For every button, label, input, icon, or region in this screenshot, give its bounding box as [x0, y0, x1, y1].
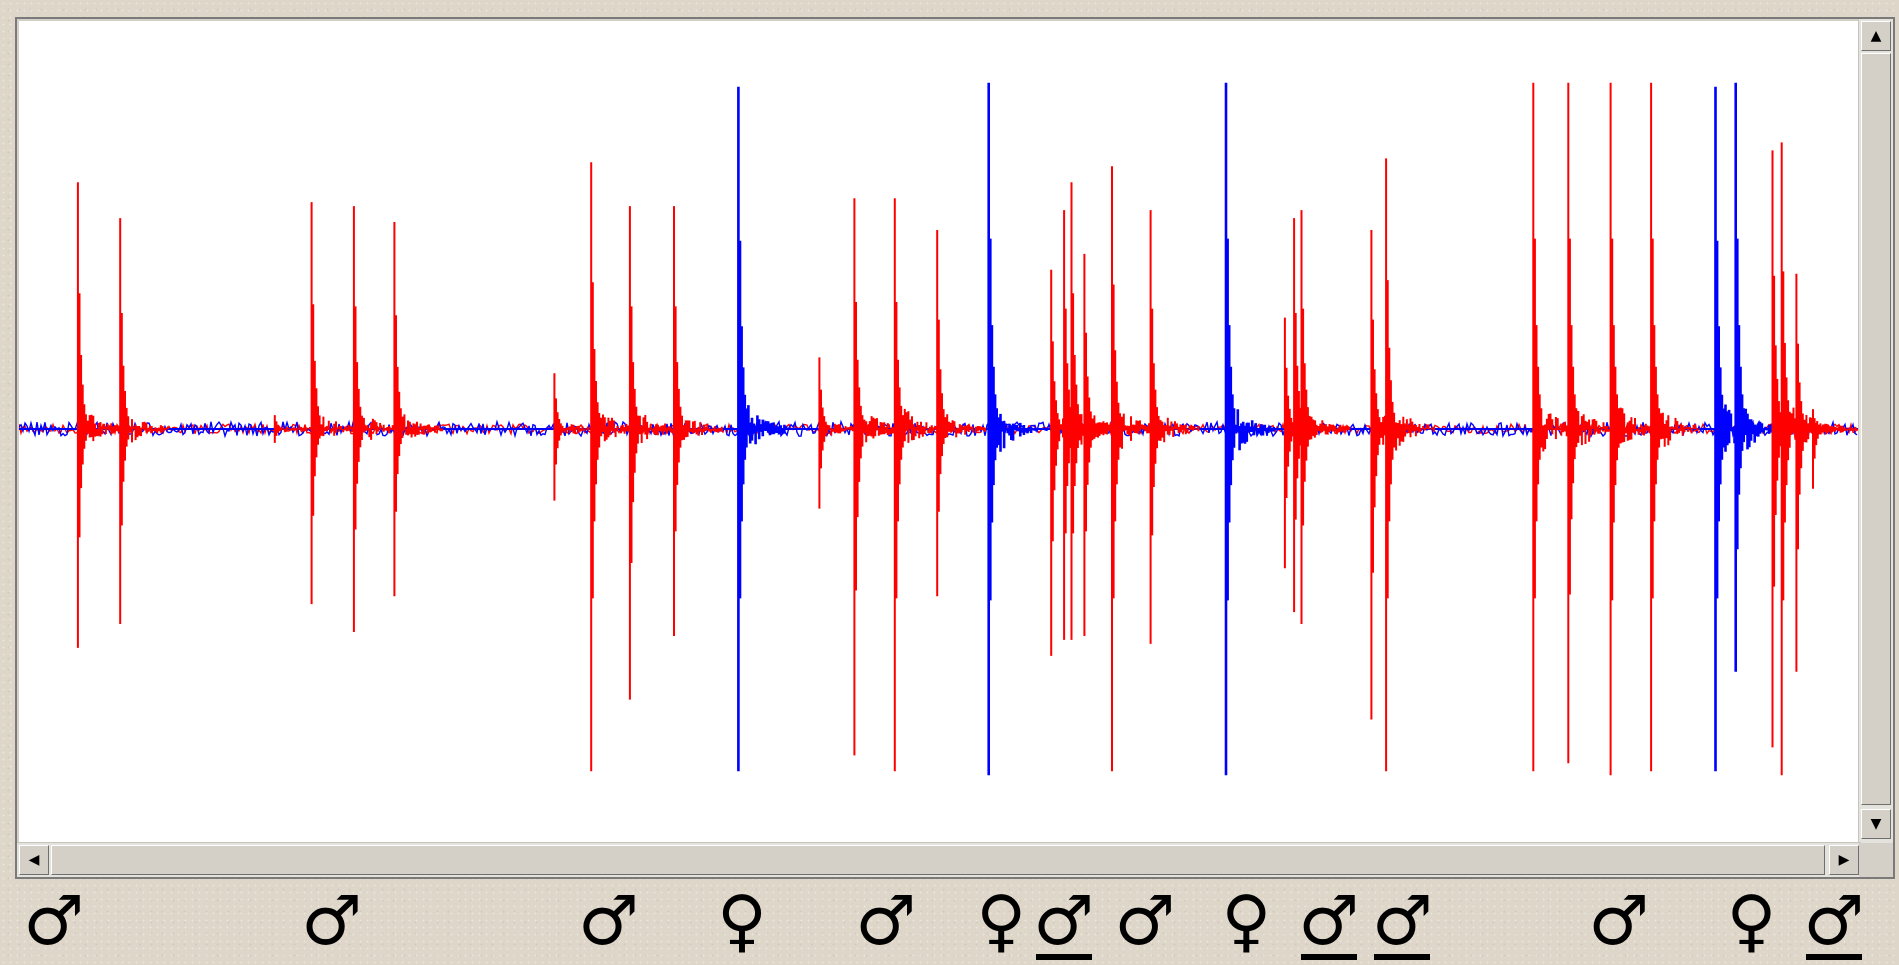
symbol-glyph: ♀	[976, 882, 1027, 961]
oscillogram-svg	[18, 82, 1862, 776]
scroll-left-button[interactable]: ◀	[19, 845, 49, 875]
arrow-down-icon: ▼	[1870, 816, 1882, 832]
symbol-underline	[1805, 954, 1862, 960]
male-symbol-icon: ♂	[851, 882, 921, 962]
pulse-male	[1385, 158, 1435, 772]
arrow-left-icon: ◀	[28, 852, 40, 868]
waveform-plot[interactable]	[18, 21, 1862, 843]
symbol-glyph: ♂	[1371, 882, 1433, 961]
pulse-male	[1650, 82, 1700, 772]
pulse-spike	[673, 206, 723, 636]
symbol-underline	[1035, 954, 1092, 960]
symbol-underline	[1374, 954, 1431, 960]
pulse-spike	[393, 222, 444, 597]
pulse-female	[1224, 82, 1276, 776]
vertical-scrollbar[interactable]: ▲ ▼	[1858, 19, 1893, 843]
pulse-spike	[1780, 142, 1831, 776]
female-symbol-icon: ♀	[966, 882, 1036, 962]
symbol-glyph: ♂	[1588, 882, 1650, 961]
symbol-glyph: ♂	[301, 882, 363, 961]
male-symbol-icon: ♂	[1799, 882, 1869, 962]
arrow-right-icon: ▶	[1838, 852, 1850, 868]
pulse-spike	[1795, 273, 1846, 672]
pulse-male	[119, 218, 169, 624]
pulse-male	[1083, 253, 1134, 636]
sex-symbol-row: ♂ ♂ ♂ ♀ ♂ ♀ ♂ ♂ ♀ ♂ ♂ ♂ ♀ ♂	[0, 882, 1899, 965]
symbol-glyph: ♀	[1726, 882, 1777, 961]
female-symbol-icon: ♀	[1211, 882, 1281, 962]
scroll-right-button[interactable]: ▶	[1829, 845, 1859, 875]
scroll-down-button[interactable]: ▼	[1861, 809, 1891, 839]
pulse-spike	[737, 86, 788, 772]
waveform-viewer: ▲ ▼ ◀ ▶	[15, 17, 1895, 879]
pulse-male	[393, 222, 444, 597]
symbol-glyph: ♂	[1114, 882, 1176, 961]
symbol-glyph: ♀	[717, 882, 767, 961]
pulse-male	[1300, 210, 1351, 624]
vertical-scroll-thumb[interactable]	[1861, 53, 1891, 805]
horizontal-scrollbar[interactable]: ◀ ▶	[17, 842, 1861, 877]
arrow-up-icon: ▲	[1870, 28, 1882, 44]
pulse-female	[987, 82, 1038, 776]
pulse-spike	[1650, 82, 1700, 772]
horizontal-scroll-thumb[interactable]	[51, 845, 1825, 875]
symbol-glyph: ♀	[1221, 882, 1272, 961]
male-symbol-icon: ♂	[297, 882, 367, 962]
scrollbar-corner	[1859, 843, 1893, 877]
scroll-up-button[interactable]: ▲	[1861, 21, 1891, 51]
pulse-male	[1370, 230, 1421, 720]
pulse-male	[310, 202, 361, 605]
pulse-spike	[310, 202, 361, 605]
pulse-spike	[628, 206, 679, 700]
female-symbol-icon: ♀	[707, 882, 777, 962]
pulse-spike	[1812, 409, 1862, 489]
male-symbol-icon: ♂	[1029, 882, 1099, 962]
symbol-underline	[1300, 954, 1357, 960]
symbol-glyph: ♂	[1803, 882, 1865, 961]
pulse-spike	[987, 82, 1038, 776]
pulse-male	[673, 206, 723, 636]
pulse-male	[1567, 82, 1618, 764]
symbol-glyph: ♂	[577, 882, 639, 961]
pulse-spike	[76, 182, 127, 648]
pulse-spike	[893, 198, 944, 772]
symbol-glyph: ♂	[1033, 882, 1095, 961]
male-symbol-icon: ♂	[19, 882, 89, 962]
pulse-spike	[119, 218, 169, 624]
pulse-male	[1780, 142, 1831, 776]
male-symbol-icon: ♂	[573, 882, 643, 962]
male-symbol-icon: ♂	[1367, 882, 1437, 962]
pulse-female	[737, 86, 788, 772]
male-symbol-icon: ♂	[1584, 882, 1654, 962]
pulse-spike	[1300, 210, 1351, 624]
pulse-male	[1149, 210, 1200, 644]
pulse-spike	[1149, 210, 1200, 644]
pulse-spike	[1567, 82, 1618, 764]
pulse-male	[1795, 273, 1846, 672]
pulse-spike	[936, 230, 986, 597]
pulse-spike	[1370, 230, 1421, 720]
female-symbol-icon: ♀	[1716, 882, 1786, 962]
pulse-spike	[1385, 158, 1435, 772]
symbol-glyph: ♂	[1298, 882, 1360, 961]
pulse-spike	[1083, 253, 1134, 636]
symbol-glyph: ♂	[23, 882, 85, 961]
pulse-male	[936, 230, 986, 597]
pulse-male	[76, 182, 127, 648]
pulse-male	[628, 206, 679, 700]
pulse-male	[893, 198, 944, 772]
pulse-spike	[1224, 82, 1276, 776]
pulse-male	[1812, 409, 1862, 489]
male-symbol-icon: ♂	[1110, 882, 1180, 962]
symbol-glyph: ♂	[855, 882, 917, 961]
male-symbol-icon: ♂	[1294, 882, 1364, 962]
